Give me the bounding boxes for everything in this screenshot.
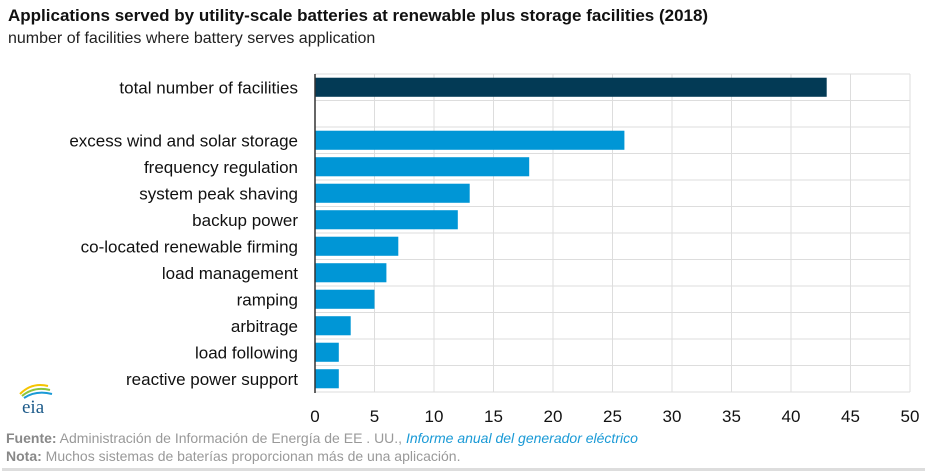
bar <box>315 316 351 336</box>
note-label: Nota: <box>6 448 42 464</box>
bar <box>315 289 375 309</box>
bar <box>315 130 625 150</box>
x-tick-label: 0 <box>310 407 319 426</box>
source-note: Fuente: Administración de Información de… <box>6 430 638 446</box>
source-text: Administración de Información de Energía… <box>56 430 406 446</box>
bar <box>315 236 399 256</box>
category-label: reactive power support <box>126 370 298 389</box>
x-tick-label: 25 <box>603 407 622 426</box>
category-label: arbitrage <box>231 317 298 336</box>
category-label: system peak shaving <box>139 184 298 203</box>
x-tick-label: 10 <box>425 407 444 426</box>
chart-title: Applications served by utility-scale bat… <box>8 6 709 25</box>
x-tick-label: 30 <box>663 407 682 426</box>
x-tick-label: 15 <box>484 407 503 426</box>
category-label: load management <box>162 264 298 283</box>
category-label: total number of facilities <box>119 78 298 97</box>
x-tick-label: 40 <box>782 407 801 426</box>
category-label: ramping <box>237 290 298 309</box>
svg-text:eia: eia <box>22 397 45 416</box>
bar <box>315 369 339 389</box>
bar <box>315 183 470 203</box>
x-tick-label: 35 <box>722 407 741 426</box>
note: Nota: Muchos sistemas de baterías propor… <box>6 448 460 464</box>
x-tick-label: 50 <box>901 407 920 426</box>
category-label: co-located renewable firming <box>81 237 298 256</box>
category-label: load following <box>195 343 298 362</box>
source-label: Fuente: <box>6 430 57 446</box>
x-tick-label: 5 <box>370 407 379 426</box>
bar <box>315 210 458 230</box>
bar <box>315 263 387 283</box>
category-label: excess wind and solar storage <box>69 131 298 150</box>
note-text: Muchos sistemas de baterías proporcionan… <box>41 448 461 464</box>
category-label: frequency regulation <box>144 158 298 177</box>
category-label: backup power <box>192 211 298 230</box>
bar <box>315 342 339 362</box>
bar <box>315 157 530 177</box>
bar <box>315 77 827 97</box>
x-tick-label: 45 <box>841 407 860 426</box>
footer-divider <box>2 468 925 471</box>
chart-subtitle: number of facilities where battery serve… <box>8 30 376 47</box>
source-link[interactable]: Informe anual del generador eléctrico <box>405 430 638 446</box>
x-tick-label: 20 <box>544 407 563 426</box>
